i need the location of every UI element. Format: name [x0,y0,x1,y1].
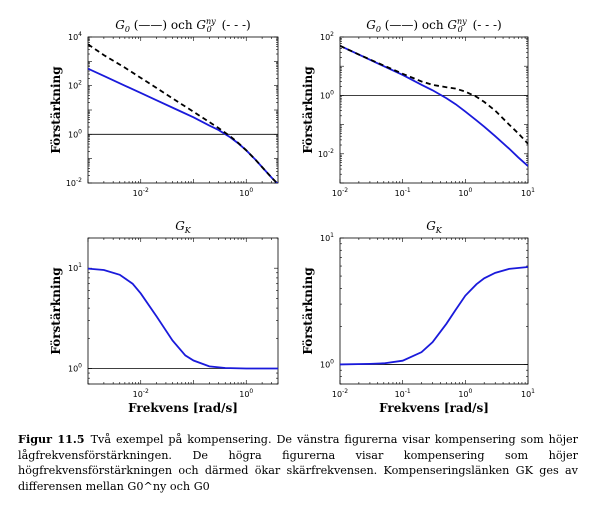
chart-1: 10-2 100 10-2 100 102 104 G0 (——) och Gny 0 (- … [49,17,279,198]
x-tick-label: 10-2 [133,187,149,198]
x-tick-label: 100 [239,187,253,198]
x-tick-label: 101 [521,388,535,399]
caption-text: Två exempel på kompensering. De vänstra … [18,433,579,493]
y-axis-label: Förstärkning [301,267,315,355]
x-tick-label: 10-1 [395,388,411,399]
y-tick-label: 100 [320,358,334,369]
plot-frame [87,36,279,184]
x-tick-label: 10-1 [395,187,411,198]
chart-3: 10-2 100 100 101 GK Förstärkning Frekvens [rad… [49,219,279,415]
series-solid-line [88,67,278,183]
title-subscript: K [435,226,443,235]
figure: 10-2 100 10-2 100 102 104 G0 (——) och Gny 0 (- … [49,17,535,415]
y-axis-label: Förstärkning [49,267,63,355]
y-tick-label: 100 [320,89,334,100]
chart-4: 10-2 10-1 100 101 100 101 GK Förstärkning Frekve… [301,219,535,415]
y-axis-label: Förstärkning [49,66,63,154]
chart-title: G0 (——) och Gny 0 (- - -) [366,17,502,34]
series-dashed-line [88,43,278,183]
title-symbol: G [426,219,436,233]
x-tick-label: 101 [521,187,535,198]
figure-caption: Figur 11.5 Två exempel på kompensering. D… [18,432,578,494]
x-tick-label: 10-2 [332,187,348,198]
x-axis-label: Frekvens [rad/s] [379,401,489,415]
y-tick-label: 101 [320,232,334,243]
y-tick-label: 100 [68,362,82,373]
chart-title: GK [175,219,192,235]
x-tick-label: 100 [458,187,472,198]
y-tick-label: 100 [68,128,82,139]
y-tick-label: 104 [68,31,82,42]
series-dashed-line [340,44,528,145]
x-axis-label: Frekvens [rad/s] [128,401,238,415]
title-subscript: K [184,226,192,235]
x-tick-label: 100 [239,388,253,399]
chart-title: G0 (——) och Gny 0 (- - -) [115,17,251,34]
plot-frame [339,36,529,184]
series-solid-line [88,267,278,370]
y-tick-label: 101 [68,262,82,273]
y-tick-label: 102 [68,80,82,91]
x-tick-label: 10-2 [332,388,348,399]
title-symbol: G [175,219,185,233]
y-axis-label: Förstärkning [301,66,315,154]
x-tick-label: 100 [458,388,472,399]
chart-2: 10-2 10-1 100 101 10-2 100 102 G0 (——) och Gny 0… [301,17,535,198]
series-solid-line [340,266,528,366]
plot-frame [339,237,529,385]
figure-label: Figur 11.5 [18,432,85,446]
series-solid-line [340,44,528,167]
y-tick-label: 10-2 [66,177,82,188]
x-tick-label: 10-2 [133,388,149,399]
y-tick-label: 102 [320,31,334,42]
plot-frame [87,237,279,385]
y-tick-label: 10-2 [318,148,334,159]
chart-title: GK [426,219,443,235]
